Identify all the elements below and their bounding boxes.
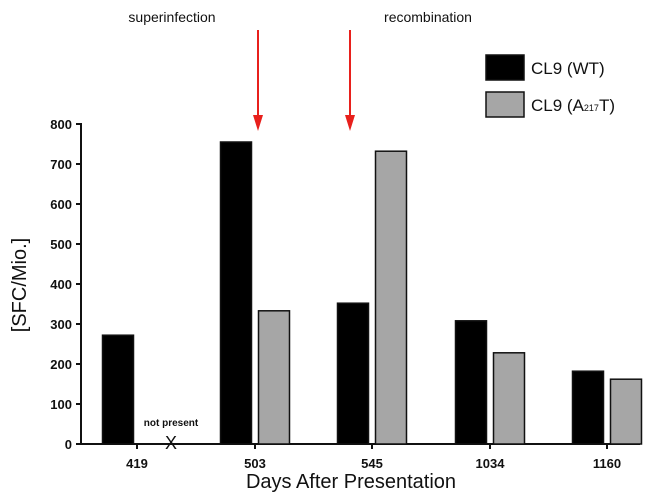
x-tick-label: 419 bbox=[126, 456, 148, 471]
y-tick-label: 400 bbox=[50, 277, 72, 292]
y-tick-label: 700 bbox=[50, 157, 72, 172]
x-tick-label: 1160 bbox=[593, 456, 621, 471]
bar-wt-1160 bbox=[571, 370, 605, 445]
y-tick-label: 800 bbox=[50, 117, 72, 132]
y-axis-title: [SFC/Mio.] bbox=[9, 238, 31, 332]
legend-label: CL9 (WT) bbox=[531, 59, 605, 78]
bar-a217t-503 bbox=[257, 310, 291, 445]
annotation-recombination: recombination bbox=[384, 9, 472, 25]
y-tick-label: 0 bbox=[65, 437, 72, 452]
not-present-label: not present bbox=[144, 418, 199, 429]
missing-marker: X bbox=[165, 433, 177, 453]
y-tick-label: 600 bbox=[50, 197, 72, 212]
x-axis: 419 503 545 1034 1160 bbox=[80, 443, 640, 471]
bar-a217t-1034 bbox=[492, 352, 526, 445]
x-axis-title: Days After Presentation bbox=[246, 471, 456, 493]
y-tick-label: 300 bbox=[50, 317, 72, 332]
legend-label: CL9 (A217T) bbox=[531, 96, 615, 115]
bar-wt-545 bbox=[336, 302, 370, 445]
arrow-head-icon bbox=[253, 115, 263, 131]
y-tick-label: 500 bbox=[50, 237, 72, 252]
bar-wt-1034 bbox=[454, 320, 488, 445]
bar-a217t-545 bbox=[374, 150, 408, 445]
y-tick-label: 100 bbox=[50, 397, 72, 412]
arrow-head-icon bbox=[345, 115, 355, 131]
bar-wt-419 bbox=[101, 334, 135, 445]
bars bbox=[101, 141, 643, 445]
y-axis: 0 100 200 300 400 500 600 700 800 bbox=[50, 117, 82, 452]
bar-wt-503 bbox=[219, 141, 253, 445]
legend-swatch bbox=[485, 91, 525, 118]
x-tick-label: 503 bbox=[244, 456, 266, 471]
x-tick-label: 545 bbox=[361, 456, 383, 471]
annotation-superinfection: superinfection bbox=[128, 9, 215, 25]
y-tick-label: 200 bbox=[50, 357, 72, 372]
bar-a217t-1160 bbox=[609, 378, 643, 445]
legend: CL9 (WT) CL9 (A217T) bbox=[485, 54, 615, 118]
x-tick-label: 1034 bbox=[476, 456, 506, 471]
legend-swatch bbox=[485, 54, 525, 81]
